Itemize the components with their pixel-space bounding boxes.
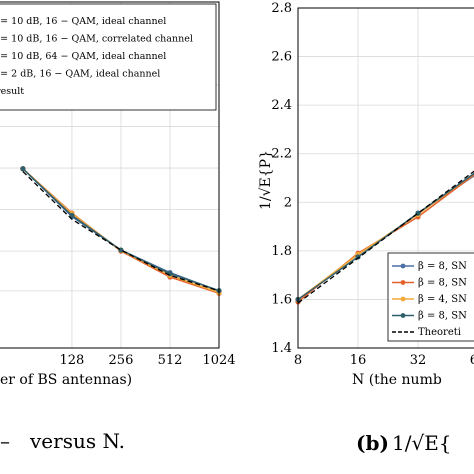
legend-label-2: R = 10 dB, 64 − QAM, ideal channel (0, 51, 166, 62)
left-chart-panel: 128 256 512 1024 er of BS antennas) R = 10 … (0, 1, 236, 453)
right-plot-frame (297, 7, 474, 349)
x-tick-label: 512 (158, 353, 183, 368)
x-tick-label: 32 (410, 353, 427, 368)
right-caption-label: (b) (356, 431, 389, 455)
y-tick-label: 1.8 (271, 244, 292, 259)
legend-marker-2 (400, 296, 406, 302)
legend-label-3: β = 8, SN (418, 311, 467, 322)
legend-label-3: R = 2 dB, 16 − QAM, ideal channel (0, 69, 160, 80)
right-series-group (295, 170, 474, 305)
left-tick-labels: 128 256 512 1024 (60, 353, 236, 368)
legend-marker-1 (400, 280, 406, 285)
y-tick-label: 2.2 (271, 147, 292, 162)
x-tick-label: 64 (470, 353, 474, 368)
right-legend: β = 8, SN β = 8, SN β = 4, SN β = 8, SN Theo… (392, 261, 467, 338)
y-tick-label: 2 (284, 195, 292, 210)
x-tick-label: 256 (109, 353, 134, 368)
right-chart-panel: 8 16 32 64 1.4 1.6 1.8 2 2.2 2.4 2.6 2.8 1/√E{P} N … (258, 1, 474, 455)
right-caption-formula: 1/√E{ (392, 431, 452, 455)
left-caption: versus N. (29, 429, 125, 453)
left-series-group (20, 166, 222, 296)
legend-marker-0 (400, 263, 406, 269)
series-point-3 (69, 212, 75, 219)
left-plot-frame (0, 1, 220, 349)
y-tick-label: 1.6 (271, 292, 292, 307)
y-tick-label: 1.4 (271, 341, 292, 356)
left-x-axis-label: er of BS antennas) (0, 372, 132, 388)
left-legend: R = 10 dB, 16 − QAM, ideal channel R = 10… (0, 16, 193, 97)
y-tick-label: 2.4 (271, 98, 292, 113)
right-tick-labels: 8 16 32 64 1.4 1.6 1.8 2 2.2 2.4 2.6 2.8 (271, 1, 474, 368)
legend-label-4: Theoreti (418, 327, 461, 338)
right-x-axis-label: N (the numb (352, 372, 442, 388)
x-tick-label: 1024 (202, 353, 235, 368)
legend-label-0: β = 8, SN (418, 261, 467, 272)
legend-label-2: β = 4, SN (418, 294, 467, 305)
left-legend-box (0, 3, 217, 111)
series-point-3 (20, 166, 26, 172)
right-y-axis-label: 1/√E{P} (258, 150, 274, 210)
x-tick-label: 16 (350, 353, 367, 368)
x-tick-label: 128 (60, 353, 85, 368)
series-point-3 (355, 254, 361, 260)
legend-label-4: l result (0, 86, 24, 97)
legend-label-1: R = 10 dB, 16 − QAM, correlated channel (0, 34, 193, 45)
y-tick-label: 2.6 (271, 50, 292, 65)
left-caption-dash: – (0, 429, 10, 453)
legend-label-1: β = 8, SN (418, 278, 467, 289)
series-point-3 (167, 271, 173, 277)
legend-label-0: R = 10 dB, 16 − QAM, ideal channel (0, 16, 166, 27)
x-tick-label: 8 (294, 353, 302, 368)
series-line-4 (297, 170, 474, 304)
y-tick-label: 2.8 (271, 1, 292, 16)
legend-marker-3 (400, 313, 406, 318)
